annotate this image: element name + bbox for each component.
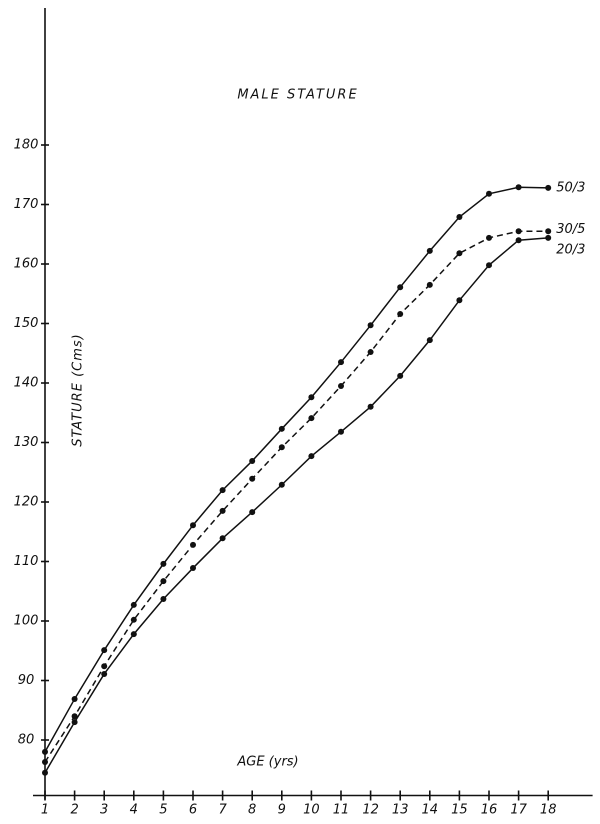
data-point — [338, 382, 344, 389]
data-point — [190, 565, 196, 572]
data-point — [190, 541, 196, 548]
x-tick-label: 6 — [189, 803, 197, 818]
data-point — [426, 337, 433, 344]
data-point — [486, 190, 492, 197]
data-point — [456, 213, 463, 220]
data-point — [160, 595, 167, 602]
data-point — [486, 234, 492, 241]
data-point — [515, 184, 522, 191]
data-point — [308, 453, 315, 460]
series-label: 20/3 — [556, 242, 585, 257]
x-tick-label: 2 — [70, 803, 78, 818]
data-point — [278, 444, 285, 451]
data-point — [71, 713, 78, 720]
x-tick-label: 9 — [278, 803, 286, 818]
y-tick-label: 170 — [14, 197, 39, 212]
data-point — [130, 631, 137, 638]
x-tick-label: 16 — [481, 803, 498, 818]
data-point — [545, 184, 552, 191]
series-line — [44, 186, 549, 753]
series-line — [44, 237, 549, 774]
y-tick-label: 90 — [18, 673, 35, 688]
data-point — [101, 663, 108, 670]
data-point — [160, 560, 167, 567]
data-point — [397, 310, 404, 317]
x-tick-label: 11 — [333, 803, 350, 818]
data-point — [278, 425, 285, 432]
x-tick-label: 13 — [392, 803, 409, 818]
data-point — [190, 522, 196, 529]
x-tick-label: 14 — [422, 803, 439, 818]
data-point — [42, 759, 48, 766]
x-tick-label: 17 — [510, 803, 527, 818]
x-tick-label: 8 — [248, 803, 256, 818]
data-point — [367, 349, 374, 356]
y-tick-label: 110 — [14, 554, 39, 569]
data-point — [545, 228, 552, 235]
x-tick-label: 5 — [159, 803, 167, 818]
x-tick-label: 15 — [451, 803, 468, 818]
y-tick-label: 130 — [14, 435, 39, 450]
data-point — [101, 647, 108, 654]
data-point — [308, 415, 315, 422]
x-tick-label: 12 — [362, 803, 379, 818]
data-point — [101, 670, 108, 677]
y-tick-label: 180 — [14, 138, 39, 153]
data-point — [515, 237, 522, 244]
data-point — [160, 578, 167, 585]
data-point — [249, 475, 256, 482]
annotation: AGE (yrs) — [236, 755, 298, 770]
series-line — [44, 230, 549, 763]
x-tick-label: 7 — [218, 803, 227, 818]
data-point — [515, 228, 522, 235]
y-axis-label: STATURE (Cms) — [71, 333, 86, 446]
data-point — [397, 284, 404, 291]
data-point — [486, 262, 492, 269]
x-tick-label: 4 — [130, 803, 138, 818]
chart-title: MALE STATURE — [237, 88, 358, 103]
x-tick-label: 18 — [540, 803, 557, 818]
x-tick-label: 1 — [41, 803, 49, 818]
data-point — [130, 601, 137, 608]
data-point — [249, 509, 256, 516]
y-tick-label: 150 — [14, 316, 39, 331]
data-point — [545, 234, 552, 241]
data-point — [130, 616, 137, 623]
data-point — [42, 769, 48, 776]
y-tick-label: 80 — [18, 733, 35, 748]
y-tick-label: 100 — [14, 614, 39, 629]
data-point — [456, 297, 463, 304]
data-point — [219, 535, 226, 542]
data-point — [249, 457, 256, 464]
data-point — [456, 250, 463, 257]
data-point — [426, 281, 433, 288]
y-tick-label: 140 — [14, 376, 39, 391]
data-point — [367, 403, 374, 410]
data-point — [426, 247, 433, 254]
data-point — [42, 748, 48, 755]
data-point — [308, 394, 315, 401]
data-point — [71, 695, 78, 702]
data-point — [397, 372, 404, 379]
data-point — [219, 507, 226, 514]
data-point — [219, 487, 226, 494]
y-tick-label: 120 — [14, 495, 39, 510]
data-point — [71, 719, 78, 726]
data-point — [278, 481, 285, 488]
x-tick-label: 3 — [100, 803, 108, 818]
y-tick-label: 160 — [14, 257, 39, 272]
series-label: 50/3 — [556, 180, 585, 195]
data-point — [338, 359, 344, 366]
data-point — [367, 322, 374, 329]
series-label: 30/5 — [556, 222, 585, 237]
data-point — [338, 428, 344, 435]
x-tick-label: 10 — [303, 803, 320, 818]
